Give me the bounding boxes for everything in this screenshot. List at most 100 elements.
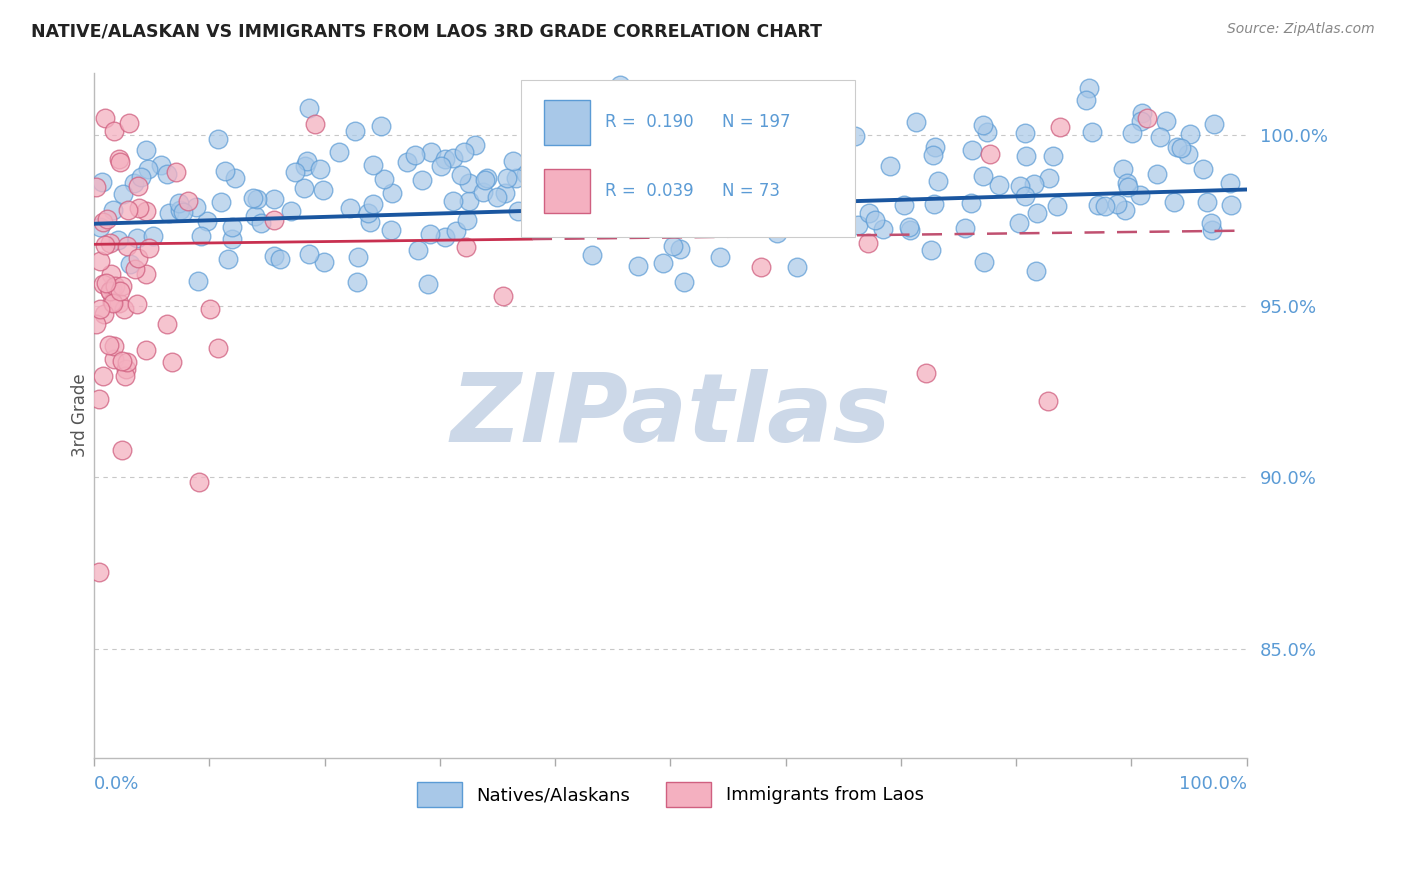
Point [914,366,936,380]
Point [1202,117,1225,131]
Point [118,116,141,130]
Point [640,176,662,190]
Point [922,197,945,211]
Point [104,278,127,293]
Point [457,176,479,190]
Point [243,209,266,223]
Point [101,296,124,310]
Point [529,118,551,132]
Point [1112,161,1135,176]
Point [1121,126,1143,140]
Point [453,145,475,159]
Point [675,190,697,204]
Point [858,206,880,220]
Point [591,212,613,227]
Point [776,156,799,170]
Point [304,117,326,131]
Point [783,185,806,199]
Point [960,196,983,211]
Point [581,247,603,261]
Point [672,186,695,201]
Point [128,202,150,216]
Point [395,155,418,169]
Text: R =  0.039: R = 0.039 [605,182,693,200]
Point [108,152,131,166]
Point [1115,176,1137,190]
Point [1219,176,1241,190]
Point [713,152,735,166]
Point [187,274,209,288]
Point [433,230,456,244]
Point [681,214,703,228]
Point [972,118,994,132]
Point [502,153,524,168]
Point [129,170,152,185]
Point [217,252,239,267]
Point [1022,178,1045,192]
Point [817,110,839,124]
Point [135,267,157,281]
Point [169,202,191,217]
Point [973,255,995,269]
Point [1094,199,1116,213]
Point [122,176,145,190]
Point [700,145,723,159]
Point [411,172,433,186]
Point [458,194,481,208]
Point [91,368,114,383]
Point [693,201,716,215]
Point [135,203,157,218]
Point [263,212,285,227]
Point [555,193,578,207]
Point [298,102,321,116]
Point [905,115,928,129]
Point [1074,93,1097,107]
Point [1014,127,1036,141]
Point [922,148,945,162]
Point [89,253,111,268]
Point [1201,223,1223,237]
Point [430,159,453,173]
Point [662,239,685,253]
Point [920,243,942,257]
Point [772,174,794,188]
Point [344,124,367,138]
Point [184,200,207,214]
Point [127,179,149,194]
Point [1077,81,1099,95]
Point [263,192,285,206]
Point [1116,180,1139,194]
Point [117,355,139,369]
Point [846,218,869,232]
Point [370,120,392,134]
Point [475,170,498,185]
Point [575,138,598,153]
Point [669,242,692,256]
Point [1154,114,1177,128]
Point [515,167,537,181]
Point [1036,394,1059,409]
Point [91,277,114,291]
Point [686,211,709,225]
Point [773,152,796,166]
Point [766,227,789,241]
Point [505,170,527,185]
Point [103,124,125,138]
Point [1149,130,1171,145]
Point [856,235,879,250]
Point [787,150,810,164]
Point [863,213,886,227]
Point [647,178,669,193]
Point [450,168,472,182]
Point [103,351,125,366]
Point [1007,216,1029,230]
Point [893,198,915,212]
Point [801,110,824,124]
Point [786,260,808,274]
Text: 100.0%: 100.0% [1178,775,1247,794]
Point [988,178,1011,192]
Point [114,369,136,384]
Point [1042,148,1064,162]
Point [112,186,135,201]
Point [492,289,515,303]
